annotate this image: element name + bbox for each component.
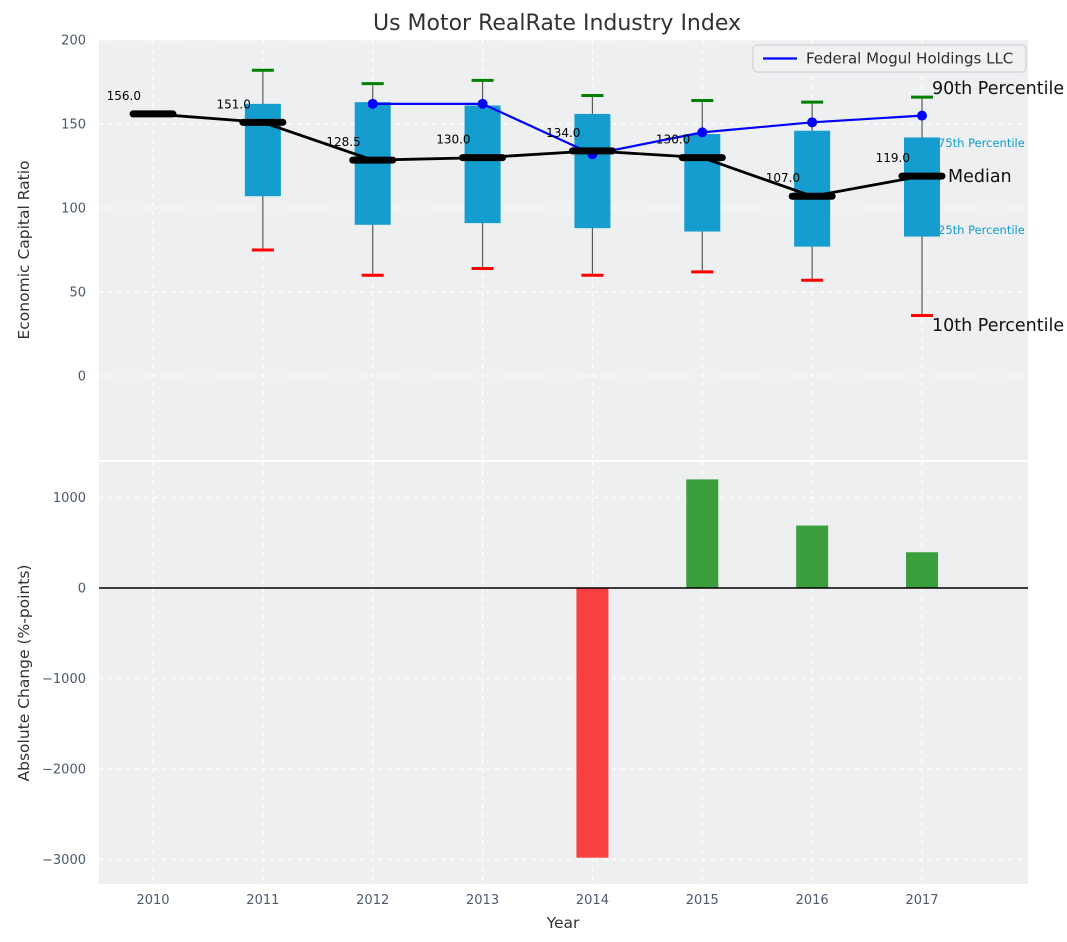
iqr-box-2011: [244, 103, 281, 197]
change-bar-2014: [576, 588, 609, 858]
median-value-label-2010: 156.0: [107, 89, 141, 103]
x-tick-label-2015: 2015: [686, 893, 719, 908]
iqr-box-2014: [574, 113, 611, 229]
bottom-y-tick-label: −3000: [42, 853, 86, 868]
median-value-label-2011: 151.0: [216, 97, 250, 111]
bottom-panel: [99, 462, 1028, 884]
x-tick-label-2014: 2014: [576, 893, 609, 908]
iqr-box-2016: [794, 130, 831, 247]
iqr-box-2013: [464, 105, 501, 224]
bottom-y-tick-label: 1000: [53, 491, 86, 506]
median-line: [152, 112, 923, 198]
chart-title: Us Motor RealRate Industry Index: [373, 11, 741, 36]
company-line: [372, 102, 923, 156]
median-value-label-2012: 128.5: [326, 135, 360, 149]
legend-box: [752, 44, 1027, 73]
tick-labels: 200 150 100 50 0 1000 0 −1000 −2000 −3000 2010 2011…: [42, 34, 939, 909]
bottom-y-tick-label: 0: [78, 582, 86, 597]
x-tick-label-2013: 2013: [466, 893, 499, 908]
annotation-25th-percentile: 25th Percentile: [938, 223, 1025, 237]
annotation-75th-percentile: 75th Percentile: [938, 136, 1025, 150]
median-value-label-2014: 134.0: [546, 126, 580, 140]
company-dot-2016: [807, 117, 818, 128]
annotation-90th-percentile: 90th Percentile: [932, 79, 1064, 99]
change-bar-2015: [686, 479, 719, 588]
company-dot-2012: [367, 98, 378, 109]
x-tick-label-2017: 2017: [905, 893, 938, 908]
x-tick-label-2010: 2010: [136, 893, 169, 908]
top-y-axis-label: Economic Capital Ratio: [15, 160, 33, 339]
iqr-box-2017: [903, 137, 940, 237]
economic-capital-boxplot: 156.0 151.0 128.5 130.0 134.0 130.0 107.0 119.0: [107, 68, 946, 318]
annotation-median: Median: [948, 167, 1012, 187]
absolute-change-bar-chart: [99, 479, 1028, 858]
company-dot-2013: [477, 98, 488, 109]
x-tick-label-2012: 2012: [356, 893, 389, 908]
median-value-label-2017: 119.0: [876, 151, 910, 165]
median-value-label-2013: 130.0: [436, 133, 470, 147]
legend-label: Federal Mogul Holdings LLC: [806, 50, 1013, 68]
top-y-tick-label: 150: [61, 118, 86, 133]
top-y-tick-label: 100: [61, 202, 86, 217]
change-bar-2016: [796, 525, 829, 588]
x-tick-label-2011: 2011: [246, 893, 279, 908]
iqr-box-2015: [684, 134, 721, 232]
bottom-y-axis-label: Absolute Change (%-points): [15, 565, 33, 782]
top-y-tick-label: 200: [61, 34, 86, 49]
legend: Federal Mogul Holdings LLC: [752, 44, 1027, 73]
x-tick-label-2016: 2016: [796, 893, 829, 908]
annotation-10th-percentile: 10th Percentile: [932, 316, 1064, 336]
panel-backgrounds: [99, 40, 1028, 884]
median-value-label-2015: 130.0: [656, 133, 690, 147]
company-dot-2017: [916, 110, 927, 121]
x-axis-label: Year: [546, 914, 580, 932]
company-dot-2015: [697, 127, 708, 138]
bottom-y-tick-label: −1000: [42, 672, 86, 687]
bottom-y-tick-label: −2000: [42, 763, 86, 778]
change-bar-2017: [905, 552, 938, 588]
top-y-tick-label: 50: [69, 286, 86, 301]
top-y-tick-label: 0: [78, 370, 86, 385]
median-value-label-2016: 107.0: [766, 171, 800, 185]
